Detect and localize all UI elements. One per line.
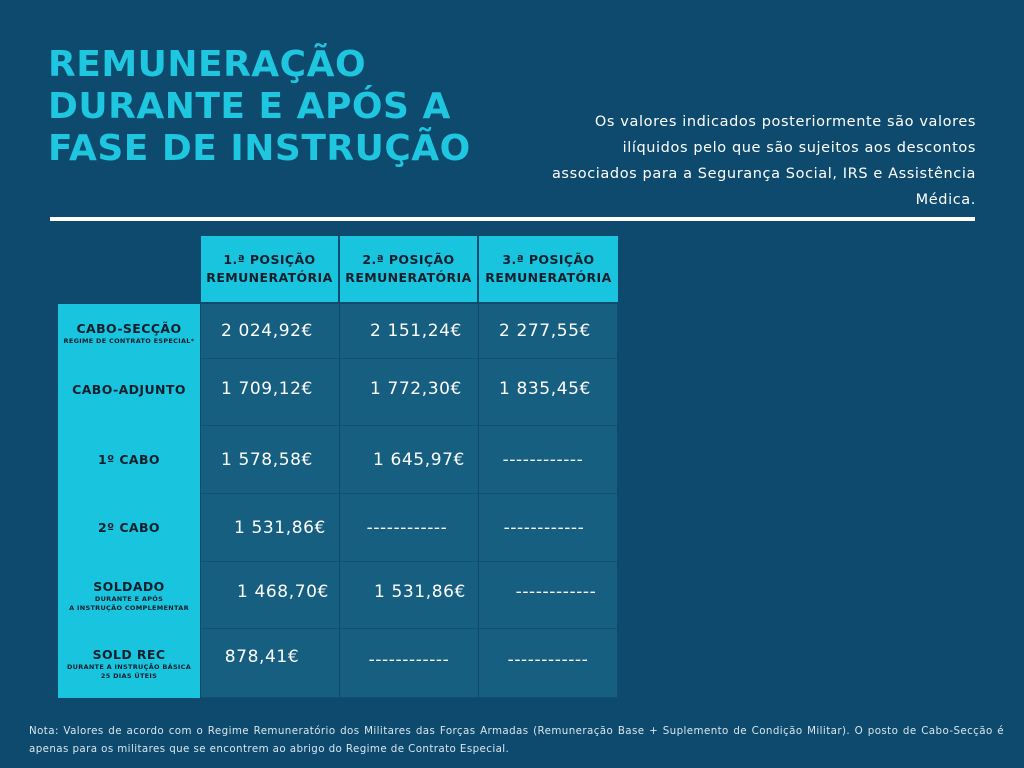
- row-header-cabo-adjunto: CABO-ADJUNTO: [58, 359, 200, 426]
- row-label: 1º CABO: [98, 452, 160, 467]
- table-cell: ------------: [479, 629, 618, 698]
- column-header-2-line-1: 2.ª POSIÇÃO: [362, 252, 455, 267]
- table-cell: 2 277,55€: [479, 304, 618, 359]
- table-cell: ------------: [479, 494, 618, 562]
- table-cell: 2 151,24€: [340, 304, 479, 359]
- row-label: SOLD REC: [92, 646, 166, 662]
- table-cell: 1 709,12€: [201, 359, 340, 426]
- column-header-3: 3.ª POSIÇÃO REMUNERATÓRIA: [479, 236, 618, 302]
- intro-text: Os valores indicados posteriormente são …: [551, 114, 976, 208]
- row-label: CABO-ADJUNTO: [72, 381, 186, 397]
- row-header-cabo-seccao: CABO-SECÇÃO REGIME DE CONTRATO ESPECIAL*: [58, 304, 200, 359]
- table-cell: 1 578,58€: [201, 426, 340, 494]
- row-sublabel: DURANTE A INSTRUÇÃO BÁSICA: [66, 662, 192, 671]
- table-cell: 1 531,86€: [201, 494, 340, 562]
- table-cell: ------------: [479, 562, 618, 629]
- row-sublabel: 25 DIAS ÚTEIS: [100, 671, 158, 680]
- page-title-line-1: REMUNERAÇÃO: [48, 44, 367, 85]
- page-title-line-3: FASE DE INSTRUÇÃO: [48, 128, 471, 169]
- table-cell: ------------: [340, 629, 479, 698]
- row-label: SOLDADO: [93, 578, 165, 594]
- footnote: Nota: Valores de acordo com o Regime Rem…: [29, 725, 1004, 755]
- table-cell: 1 468,70€: [201, 562, 340, 629]
- row-sublabel: A INSTRUÇÃO COMPLEMENTAR: [69, 603, 189, 612]
- table-cell: ------------: [479, 426, 618, 494]
- row-label: CABO-SECÇÃO: [76, 321, 182, 336]
- column-header-1-line-2: REMUNERATÓRIA: [206, 270, 333, 285]
- table-cell: 878,41€: [201, 629, 340, 698]
- page-title: REMUNERAÇÃO DURANTE E APÓS A FASE DE INS…: [48, 44, 471, 170]
- row-header-2-cabo: 2º CABO: [58, 494, 200, 562]
- column-header-3-line-1: 3.ª POSIÇÃO: [502, 252, 595, 267]
- table-cell: 1 835,45€: [479, 359, 618, 426]
- column-header-3-line-2: REMUNERATÓRIA: [485, 270, 612, 285]
- column-header-1: 1.ª POSIÇÃO REMUNERATÓRIA: [201, 236, 338, 302]
- divider: [50, 217, 975, 221]
- row-header-sold-rec: SOLD REC DURANTE A INSTRUÇÃO BÁSICA 25 D…: [58, 629, 200, 698]
- column-header-1-line-1: 1.ª POSIÇÃO: [223, 252, 316, 267]
- row-label: 2º CABO: [98, 520, 160, 535]
- table-cell: 1 645,97€: [340, 426, 479, 494]
- column-header-2-line-2: REMUNERATÓRIA: [345, 270, 472, 285]
- column-header-2: 2.ª POSIÇÃO REMUNERATÓRIA: [340, 236, 477, 302]
- table-cell: 1 772,30€: [340, 359, 479, 426]
- table-cell: 2 024,92€: [201, 304, 340, 359]
- row-header-soldado: SOLDADO DURANTE E APÓS A INSTRUÇÃO COMPL…: [58, 562, 200, 629]
- row-header-1-cabo: 1º CABO: [58, 426, 200, 494]
- table-cell: 1 531,86€: [340, 562, 479, 629]
- row-sublabel: DURANTE E APÓS: [94, 594, 164, 603]
- page-title-line-2: DURANTE E APÓS A: [48, 86, 451, 127]
- row-sublabel: REGIME DE CONTRATO ESPECIAL*: [63, 337, 195, 345]
- table-cell: ------------: [340, 494, 479, 562]
